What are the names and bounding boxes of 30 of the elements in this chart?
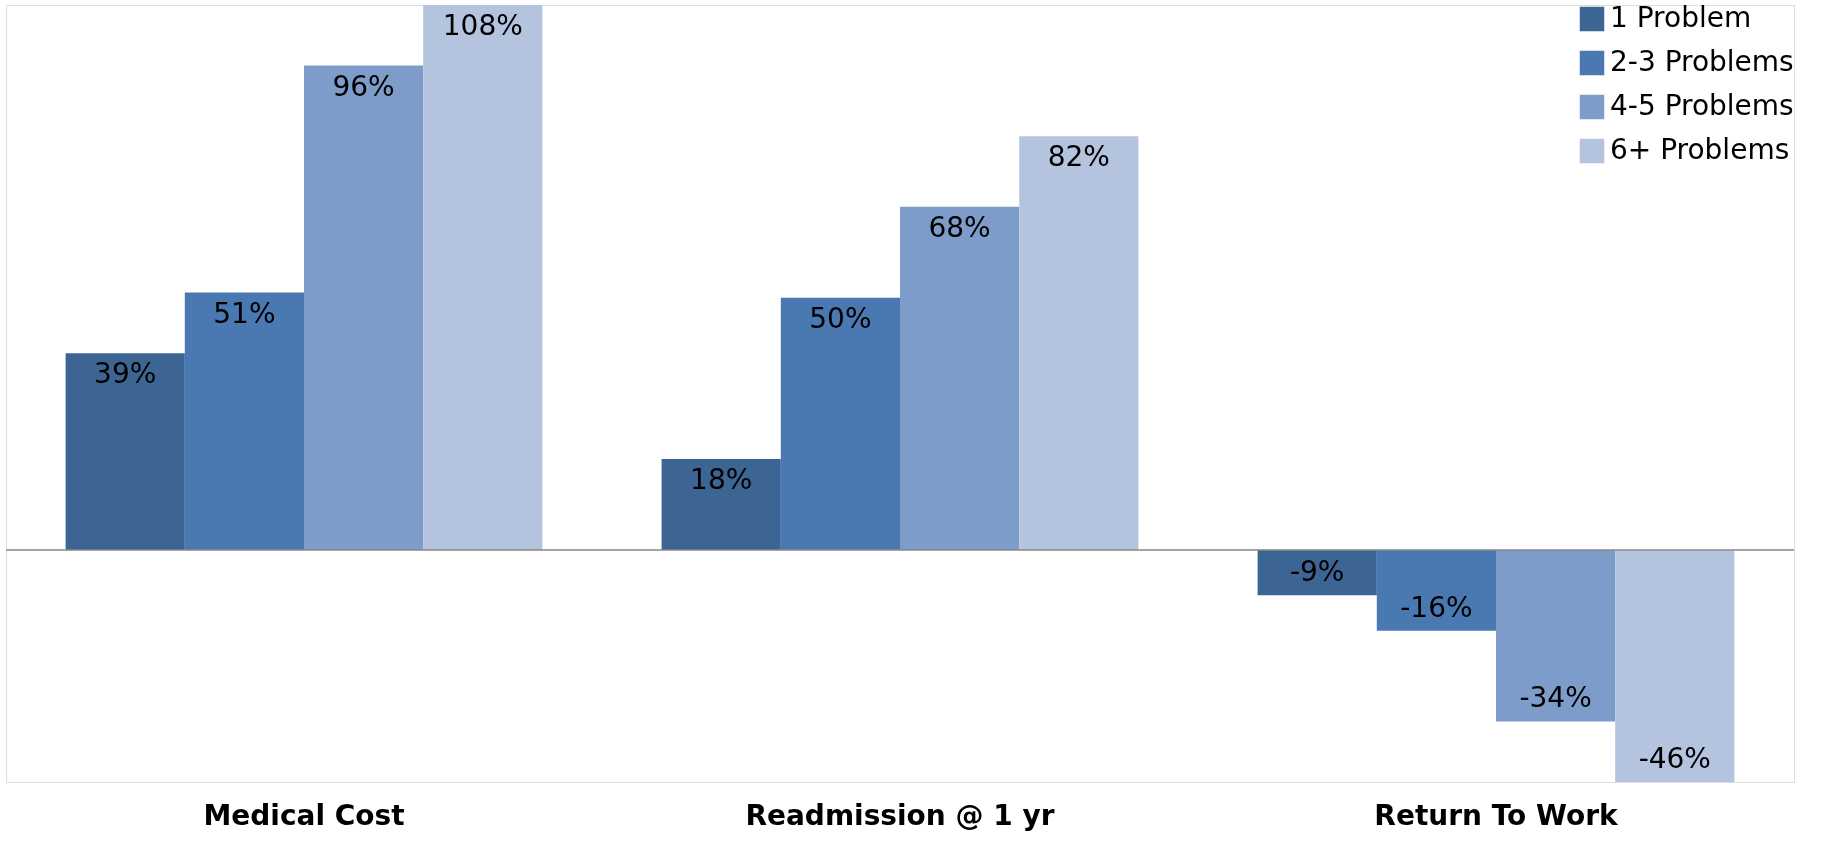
data-label: 82% — [1047, 140, 1110, 174]
bar — [780, 297, 900, 550]
data-label: 51% — [213, 296, 276, 330]
bar — [900, 206, 1020, 550]
bar — [423, 5, 543, 550]
x-tick-label: Medical Cost — [203, 798, 405, 832]
bar — [1376, 549, 1496, 631]
data-label: 96% — [332, 69, 395, 103]
data-label: -9% — [1289, 555, 1345, 589]
data-label: 68% — [928, 210, 991, 244]
legend-label: 6+ Problems — [1610, 133, 1790, 166]
bar — [661, 459, 781, 550]
x-tick-label: Readmission @ 1 yr — [745, 798, 1055, 832]
bar — [1496, 549, 1616, 722]
legend-label: 4-5 Problems — [1610, 89, 1794, 122]
data-label: 108% — [442, 9, 523, 42]
bar — [184, 292, 304, 550]
legend-label: 1 Problem — [1610, 1, 1752, 34]
data-label: 39% — [94, 357, 157, 391]
data-label: 50% — [809, 301, 872, 335]
bar — [1019, 136, 1139, 550]
data-label: -34% — [1519, 681, 1592, 715]
bar — [304, 65, 424, 550]
legend-label: 2-3 Problems — [1610, 45, 1794, 78]
x-tick-label: Return To Work — [1374, 798, 1620, 832]
data-label: 18% — [690, 463, 753, 497]
bar — [65, 353, 185, 550]
data-label: -16% — [1400, 590, 1473, 624]
bar — [1615, 549, 1735, 782]
data-label: -46% — [1638, 742, 1711, 775]
